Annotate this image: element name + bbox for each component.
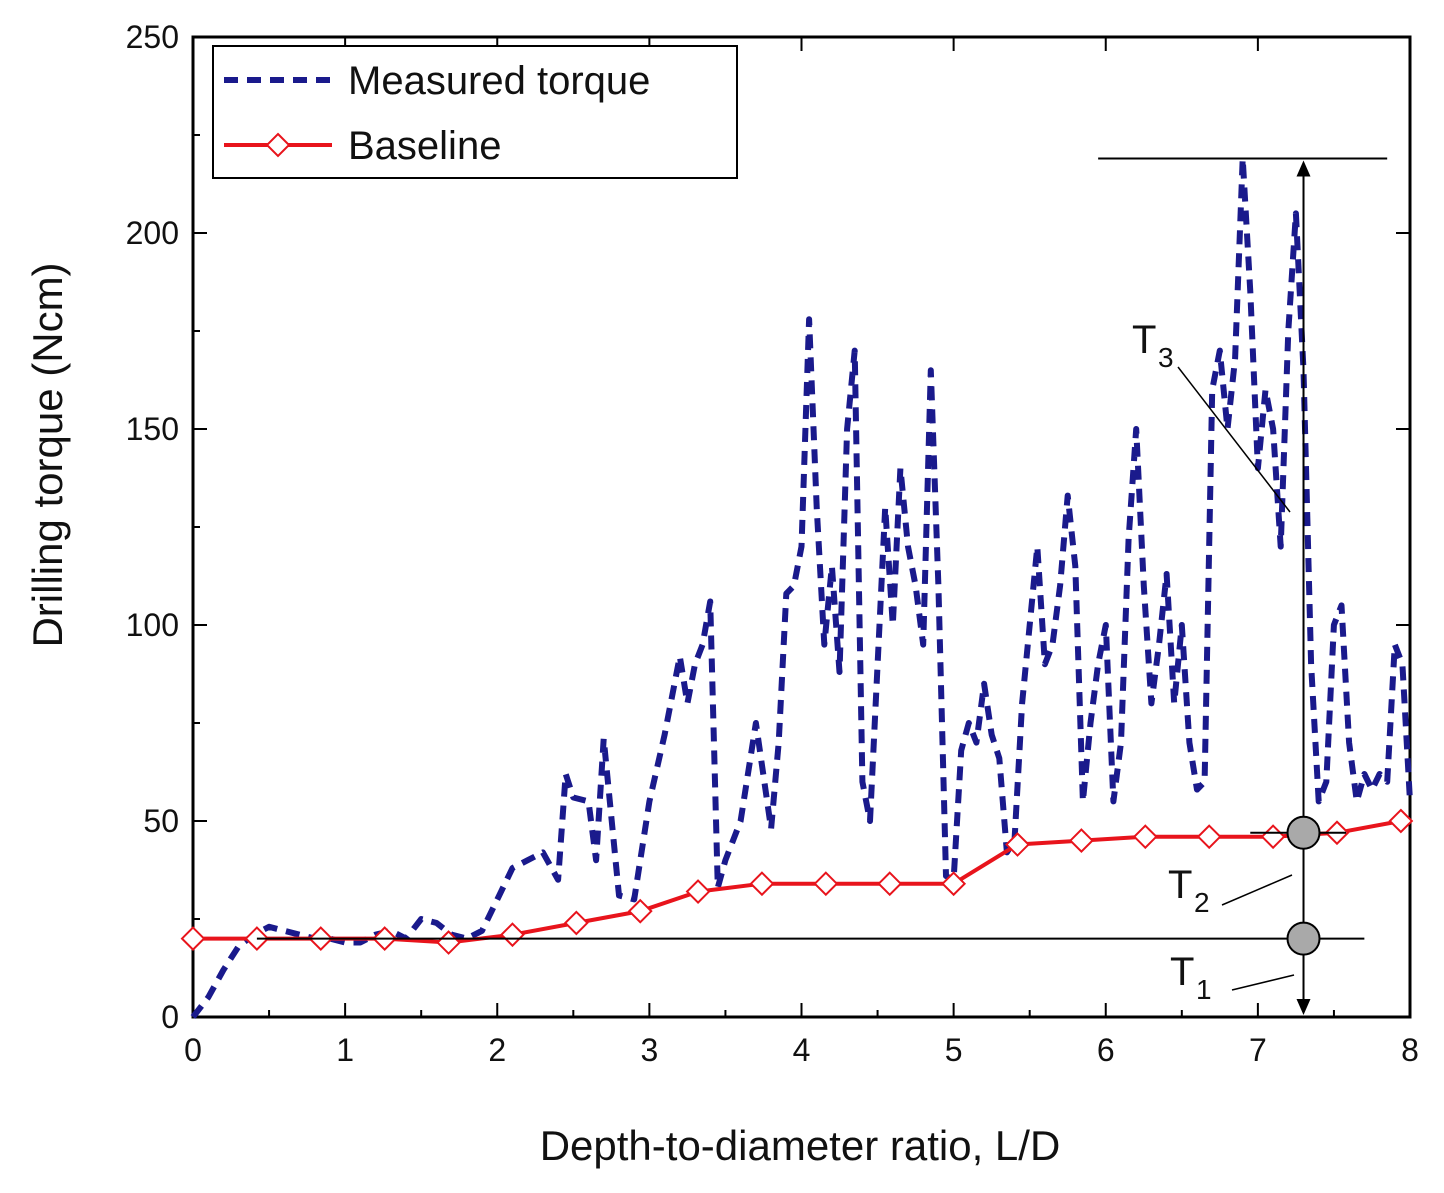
x-tick-label: 0 (184, 1032, 202, 1068)
annotation-label-t2: T (1168, 863, 1192, 907)
series-marker-baseline (941, 871, 967, 897)
annotation-label-t1: T (1170, 950, 1194, 994)
series-marker-baseline (1260, 824, 1286, 850)
legend-box (212, 45, 738, 179)
annotation-leader-t2 (1221, 874, 1293, 906)
annotation-subscript-t1: 1 (1196, 974, 1212, 1005)
x-tick-label: 6 (1097, 1032, 1115, 1068)
x-tick-label: 5 (945, 1032, 963, 1068)
annotation-label-t3: T (1132, 318, 1156, 362)
y-tick-label: 200 (126, 215, 179, 251)
series-marker-baseline (1068, 828, 1094, 854)
series-marker-baseline (1132, 824, 1158, 850)
marker-circle-t1 (1286, 921, 1321, 956)
x-tick-label: 8 (1401, 1032, 1419, 1068)
series-marker-baseline (1196, 824, 1222, 850)
series-marker-baseline (563, 910, 589, 936)
legend-label-baseline: Baseline (348, 124, 501, 168)
x-tick-label: 3 (640, 1032, 658, 1068)
x-tick-label: 1 (336, 1032, 354, 1068)
series-layer (180, 155, 1414, 1019)
annotation-subscript-t3: 3 (1158, 342, 1174, 373)
series-marker-baseline (749, 871, 775, 897)
legend-swatch-baseline-marker (265, 132, 291, 158)
x-tick-label: 4 (793, 1032, 811, 1068)
series-marker-baseline (500, 922, 525, 948)
x-tick-label: 7 (1249, 1032, 1267, 1068)
legend-label-measured: Measured torque (348, 59, 650, 103)
y-tick-label: 100 (126, 607, 179, 643)
series-marker-baseline (813, 871, 839, 897)
axis-ticks: 0 1 2 3 4 5 6 7 8 0 50 100 150 200 250 (126, 19, 1419, 1068)
series-marker-baseline (627, 898, 653, 924)
annotation-leader-t3 (1177, 366, 1291, 513)
series-marker-baseline (685, 879, 711, 904)
x-tick-label: 2 (488, 1032, 506, 1068)
series-marker-baseline (180, 926, 206, 952)
x-axis-title: Depth-to-diameter ratio, L/D (540, 1122, 1061, 1169)
y-axis-title: Drilling torque (Ncm) (24, 262, 71, 647)
y-tick-label: 0 (161, 999, 179, 1035)
series-line-baseline (193, 819, 1402, 945)
annotation-layer: T 3T 2T 1 (256, 157, 1388, 1015)
measurement-arrow-head-top (1296, 160, 1311, 177)
marker-circle-t2 (1286, 815, 1321, 850)
legend: Measured torque Baseline (212, 45, 738, 179)
annotation-subscript-t2: 2 (1194, 887, 1210, 918)
series-marker-baseline (877, 871, 903, 897)
series-marker-baseline (1005, 832, 1030, 857)
series-marker-baseline (1388, 808, 1414, 834)
series-line-measured-torque (190, 155, 1413, 1019)
measurement-arrow-head-bottom (1296, 999, 1311, 1015)
y-tick-label: 150 (126, 411, 179, 447)
y-tick-label: 50 (143, 803, 179, 839)
annotation-leader-t1 (1231, 974, 1295, 991)
y-tick-label: 250 (126, 19, 179, 55)
